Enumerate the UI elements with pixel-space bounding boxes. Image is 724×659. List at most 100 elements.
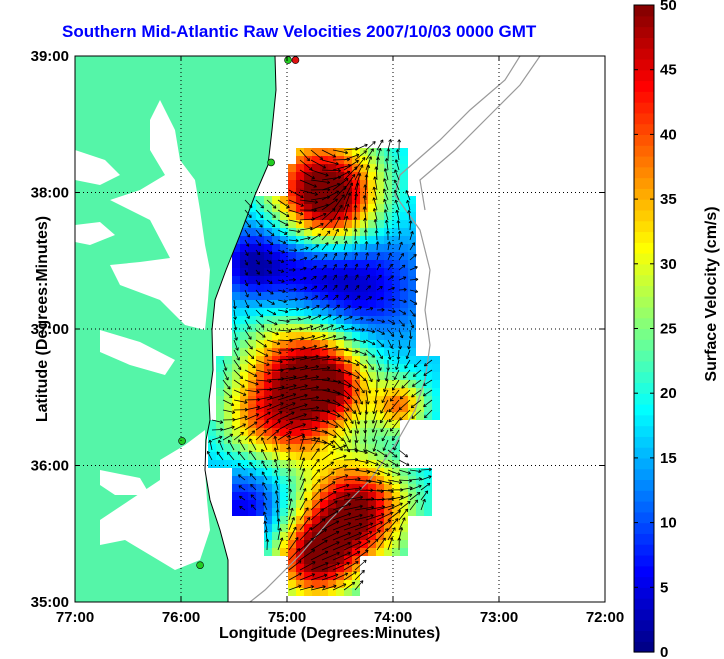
velocity-cell <box>280 444 288 452</box>
velocity-cell <box>264 316 272 324</box>
velocity-arrow <box>321 358 341 361</box>
velocity-cell <box>312 420 320 428</box>
velocity-cell <box>320 236 328 244</box>
velocity-cell <box>344 220 352 228</box>
velocity-arrow <box>387 264 393 271</box>
velocity-cell <box>368 412 376 420</box>
velocity-cell <box>344 532 352 540</box>
velocity-cell <box>328 204 336 212</box>
velocity-arrow <box>332 158 350 161</box>
velocity-cell <box>384 484 392 492</box>
velocity-cell <box>328 332 336 340</box>
velocity-arrow <box>420 482 431 491</box>
velocity-cell <box>288 540 296 548</box>
velocity-cell <box>264 412 272 420</box>
velocity-arrow <box>321 520 339 531</box>
velocity-cell <box>232 460 240 468</box>
velocity-cell <box>296 260 304 268</box>
velocity-cell <box>232 420 240 428</box>
velocity-arrow <box>261 460 268 471</box>
velocity-cell <box>272 380 280 388</box>
velocity-arrow <box>288 375 308 381</box>
velocity-cell <box>336 524 344 532</box>
velocity-cell <box>296 460 304 468</box>
velocity-cell <box>272 404 280 412</box>
velocity-cell <box>352 508 360 516</box>
velocity-cell <box>336 508 344 516</box>
velocity-cell <box>344 524 352 532</box>
velocity-arrow <box>376 297 384 301</box>
velocity-cell <box>376 460 384 468</box>
velocity-cell <box>384 404 392 412</box>
velocity-arrow <box>365 285 371 291</box>
velocity-cell <box>312 316 320 324</box>
velocity-cell <box>248 308 256 316</box>
velocity-cell <box>240 284 248 292</box>
colorbar-segment <box>634 102 654 114</box>
velocity-arrow <box>266 199 277 209</box>
velocity-cell <box>376 332 384 340</box>
colorbar-segment <box>634 576 654 588</box>
velocity-arrow <box>365 389 369 405</box>
velocity-cell <box>352 292 360 300</box>
velocity-cell <box>264 516 272 524</box>
velocity-cell <box>256 228 264 236</box>
velocity-cell <box>232 268 240 276</box>
velocity-cell <box>424 388 432 396</box>
velocity-cell <box>360 324 368 332</box>
velocity-cell <box>400 532 408 540</box>
velocity-cell <box>352 556 360 564</box>
velocity-arrow <box>321 335 337 341</box>
velocity-arrow <box>398 449 408 458</box>
velocity-cell <box>320 340 328 348</box>
velocity-cell <box>256 204 264 212</box>
velocity-cell <box>216 420 224 428</box>
velocity-arrow <box>299 549 316 561</box>
velocity-arrow <box>255 199 264 209</box>
velocity-cell <box>216 436 224 444</box>
velocity-cell <box>360 316 368 324</box>
velocity-cell <box>288 428 296 436</box>
velocity-cell <box>376 316 384 324</box>
velocity-cell <box>336 468 344 476</box>
velocity-cell <box>304 532 312 540</box>
velocity-cell <box>272 396 280 404</box>
velocity-cell <box>376 484 384 492</box>
velocity-arrow <box>244 219 251 228</box>
velocity-cell <box>272 476 280 484</box>
velocity-cell <box>256 372 264 380</box>
velocity-cell <box>240 228 248 236</box>
velocity-cell <box>376 252 384 260</box>
velocity-arrow <box>343 581 356 591</box>
velocity-arrow <box>365 339 376 345</box>
velocity-cell <box>288 348 296 356</box>
velocity-arrow <box>255 239 261 246</box>
velocity-arrow <box>394 179 400 191</box>
velocity-arrow <box>321 399 341 406</box>
velocity-cell <box>312 212 320 220</box>
velocity-cell <box>264 476 272 484</box>
velocity-cell <box>296 572 304 580</box>
velocity-cell <box>280 316 288 324</box>
velocity-arrow <box>277 259 285 263</box>
velocity-cell <box>248 412 256 420</box>
velocity-arrow <box>332 178 349 191</box>
velocity-cell <box>312 236 320 244</box>
velocity-cell <box>296 444 304 452</box>
velocity-cell <box>400 348 408 356</box>
velocity-arrow <box>343 316 353 321</box>
velocity-cell <box>352 308 360 316</box>
velocity-arrow <box>376 241 379 251</box>
velocity-cell <box>304 284 312 292</box>
velocity-arrow <box>332 149 348 154</box>
velocity-arrow <box>288 219 302 224</box>
velocity-arrow <box>288 298 298 301</box>
velocity-cell <box>288 460 296 468</box>
velocity-arrow <box>299 457 305 471</box>
velocity-arrows <box>206 139 433 591</box>
velocity-cell <box>320 260 328 268</box>
velocity-arrow <box>266 249 273 255</box>
velocity-cell <box>320 468 328 476</box>
velocity-cell <box>392 164 400 172</box>
velocity-arrow <box>244 319 251 330</box>
